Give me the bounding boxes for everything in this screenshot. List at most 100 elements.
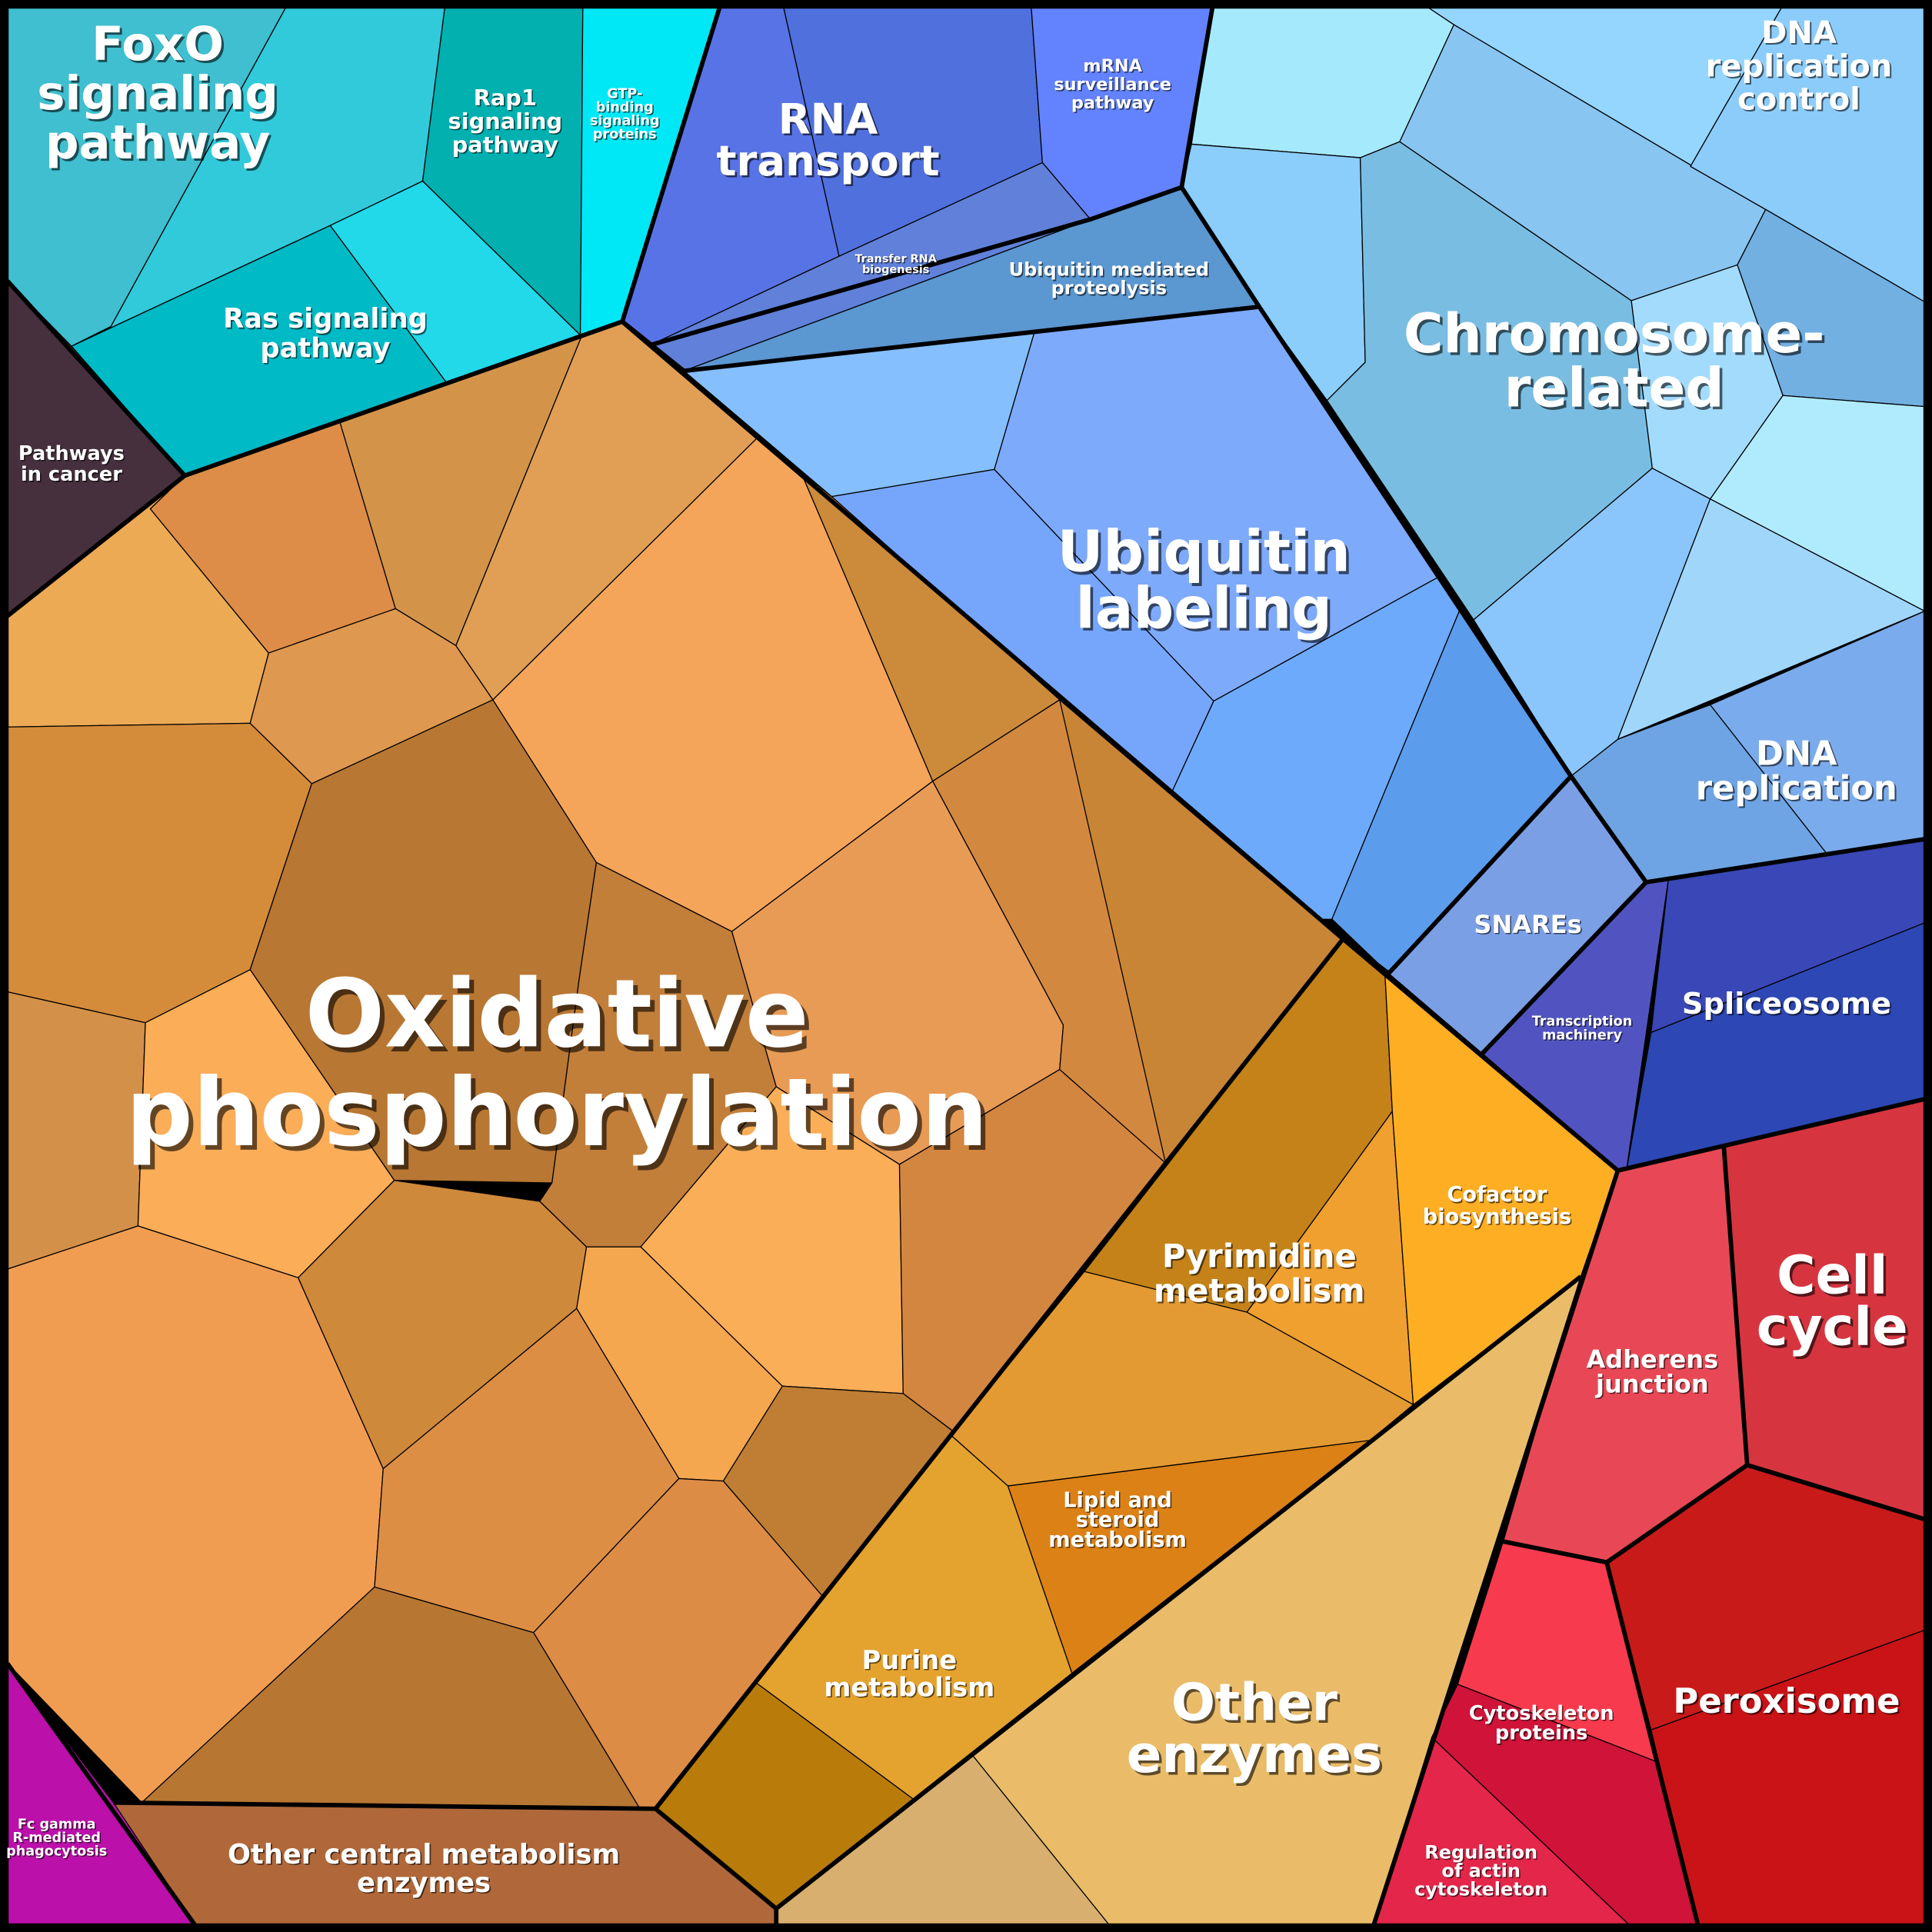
label-ras-line: pathway (261, 334, 391, 365)
label-lipid-line: metabolism (1048, 1528, 1187, 1552)
label-dnacontrol-line: control (1737, 82, 1860, 118)
label-rap1-line: pathway (452, 132, 559, 158)
label-cytoprot-line: proteins (1497, 1723, 1590, 1746)
label-lipid-line: Lipid and (1064, 1490, 1174, 1514)
label-mrna-line: pathway (1071, 93, 1154, 113)
label-adherens-line: junction (1594, 1370, 1709, 1399)
label-gtp-line: GTP- (607, 86, 642, 102)
label-cofactor-line: biosynthesis (1423, 1205, 1571, 1229)
label-oxphos-line: Oxidative (310, 964, 814, 1074)
label-ubprot-line: proteolysis (1051, 278, 1168, 299)
label-ubq-line: Ubiquitin (1060, 522, 1353, 588)
label-ras-line: Ras signaling (223, 303, 428, 335)
label-lipid-line: Lipid and (1063, 1488, 1172, 1512)
label-othercentral-line: Other central metabolism (228, 1839, 620, 1870)
label-gtp-line: signaling (590, 114, 660, 129)
label-cellcycle-line: cycle (1759, 1299, 1910, 1361)
label-mrna: mRNAsurveillancepathwaymRNAsurveillancep… (1054, 56, 1172, 115)
label-dnacontrol: DNAreplicationcontrolDNAreplicationcontr… (1706, 15, 1894, 119)
label-transcr-line: machinery (1542, 1028, 1622, 1043)
label-lipid-line: metabolism (1050, 1529, 1188, 1553)
label-trna-line: biogenesis (864, 265, 931, 278)
cell-ox-14[interactable] (6, 991, 146, 1270)
label-rna-line: transport (718, 138, 941, 188)
group-splice (1387, 775, 1926, 1171)
label-dnacontrol-line: DNA (1761, 15, 1837, 51)
label-chrom-line: Chromosome- (1406, 305, 1827, 368)
group-cell-cycle (1373, 1098, 1926, 1926)
label-rap1-line: Rap1 (474, 85, 537, 111)
label-ubprot-line: Ubiquitin mediated (1009, 259, 1210, 281)
label-fcgamma-line: phagocytosis (6, 1844, 107, 1860)
label-rna-line: RNA (780, 96, 880, 145)
labels-layer: FoxOsignalingpathwayFoxOsignalingpathway… (6, 15, 1910, 1901)
label-gtp: GTP-bindingsignalingproteinsGTP-bindings… (590, 86, 661, 143)
label-chrom-line: Chromosome- (1404, 302, 1825, 365)
label-purine-line: Purine (862, 1645, 957, 1675)
label-ras-line: pathway (260, 332, 390, 364)
label-purine-line: Purine (863, 1647, 958, 1677)
label-fcgamma-line: R-mediated (14, 1832, 102, 1847)
label-adherens-line: Adherens (1587, 1346, 1720, 1375)
label-actin-line: cytoskeleton (1416, 1880, 1549, 1901)
label-cellcycle-line: Cell (1777, 1244, 1887, 1306)
cell-chr-j[interactable] (1617, 498, 1926, 740)
label-lipid-line: steroid (1077, 1510, 1161, 1534)
group-chromosome (1181, 6, 1926, 883)
label-purine-line: metabolism (825, 1674, 996, 1704)
label-dnacontrol-line: replication (1707, 50, 1894, 85)
label-mrna-line: mRNA (1084, 58, 1144, 78)
label-otherenz-line: Other (1174, 1675, 1340, 1735)
label-perox-line: Peroxisome (1673, 1681, 1900, 1721)
label-splice-line: Spliceosome (1682, 987, 1891, 1021)
label-oxphos: OxidativephosphorylationOxidativephospho… (126, 960, 993, 1172)
label-mrna-line: pathway (1072, 95, 1155, 115)
label-actin-line: Regulation (1426, 1843, 1539, 1864)
label-transcr-line: Transcription (1533, 1015, 1634, 1031)
label-actin-line: of actin (1441, 1860, 1521, 1882)
label-pyr-line: metabolism (1155, 1273, 1367, 1311)
label-rap1-line: signaling (449, 109, 564, 135)
label-cytoprot-line: Cytoskeleton (1470, 1704, 1615, 1727)
group-signaling (6, 6, 721, 617)
label-dnacontrol-line: control (1739, 84, 1862, 119)
label-cancer-line: in cancer (21, 463, 122, 486)
label-snare-line: SNAREs (1474, 910, 1581, 939)
label-fcgamma-line: Fc gamma (18, 1817, 96, 1832)
label-cancer-line: in cancer (22, 465, 124, 488)
label-gtp-line: proteins (594, 128, 658, 144)
label-splice-line: Spliceosome (1684, 988, 1893, 1023)
label-pyr-line: Pyrimidine (1162, 1237, 1357, 1274)
label-transcr-line: machinery (1544, 1029, 1624, 1044)
label-cofactor-line: Cofactor (1448, 1184, 1549, 1208)
label-chrom-line: related (1507, 359, 1727, 422)
label-gtp-line: proteins (593, 127, 657, 142)
label-adherens-line: junction (1596, 1371, 1710, 1400)
label-cytoprot-line: proteins (1495, 1722, 1588, 1745)
label-foxo-line: FoxO (92, 17, 224, 72)
label-rap1-line: Rap1 (475, 86, 538, 112)
label-ubq-line: Ubiquitin (1058, 520, 1351, 585)
label-ubq-line: labeling (1078, 579, 1334, 645)
label-purine-line: metabolism (824, 1672, 994, 1702)
label-cellcycle-line: Cell (1779, 1247, 1890, 1309)
label-dnarep-line: replication (1697, 771, 1899, 809)
label-transcr-line: Transcription (1532, 1014, 1633, 1030)
label-fcgamma-line: phagocytosis (8, 1845, 108, 1860)
